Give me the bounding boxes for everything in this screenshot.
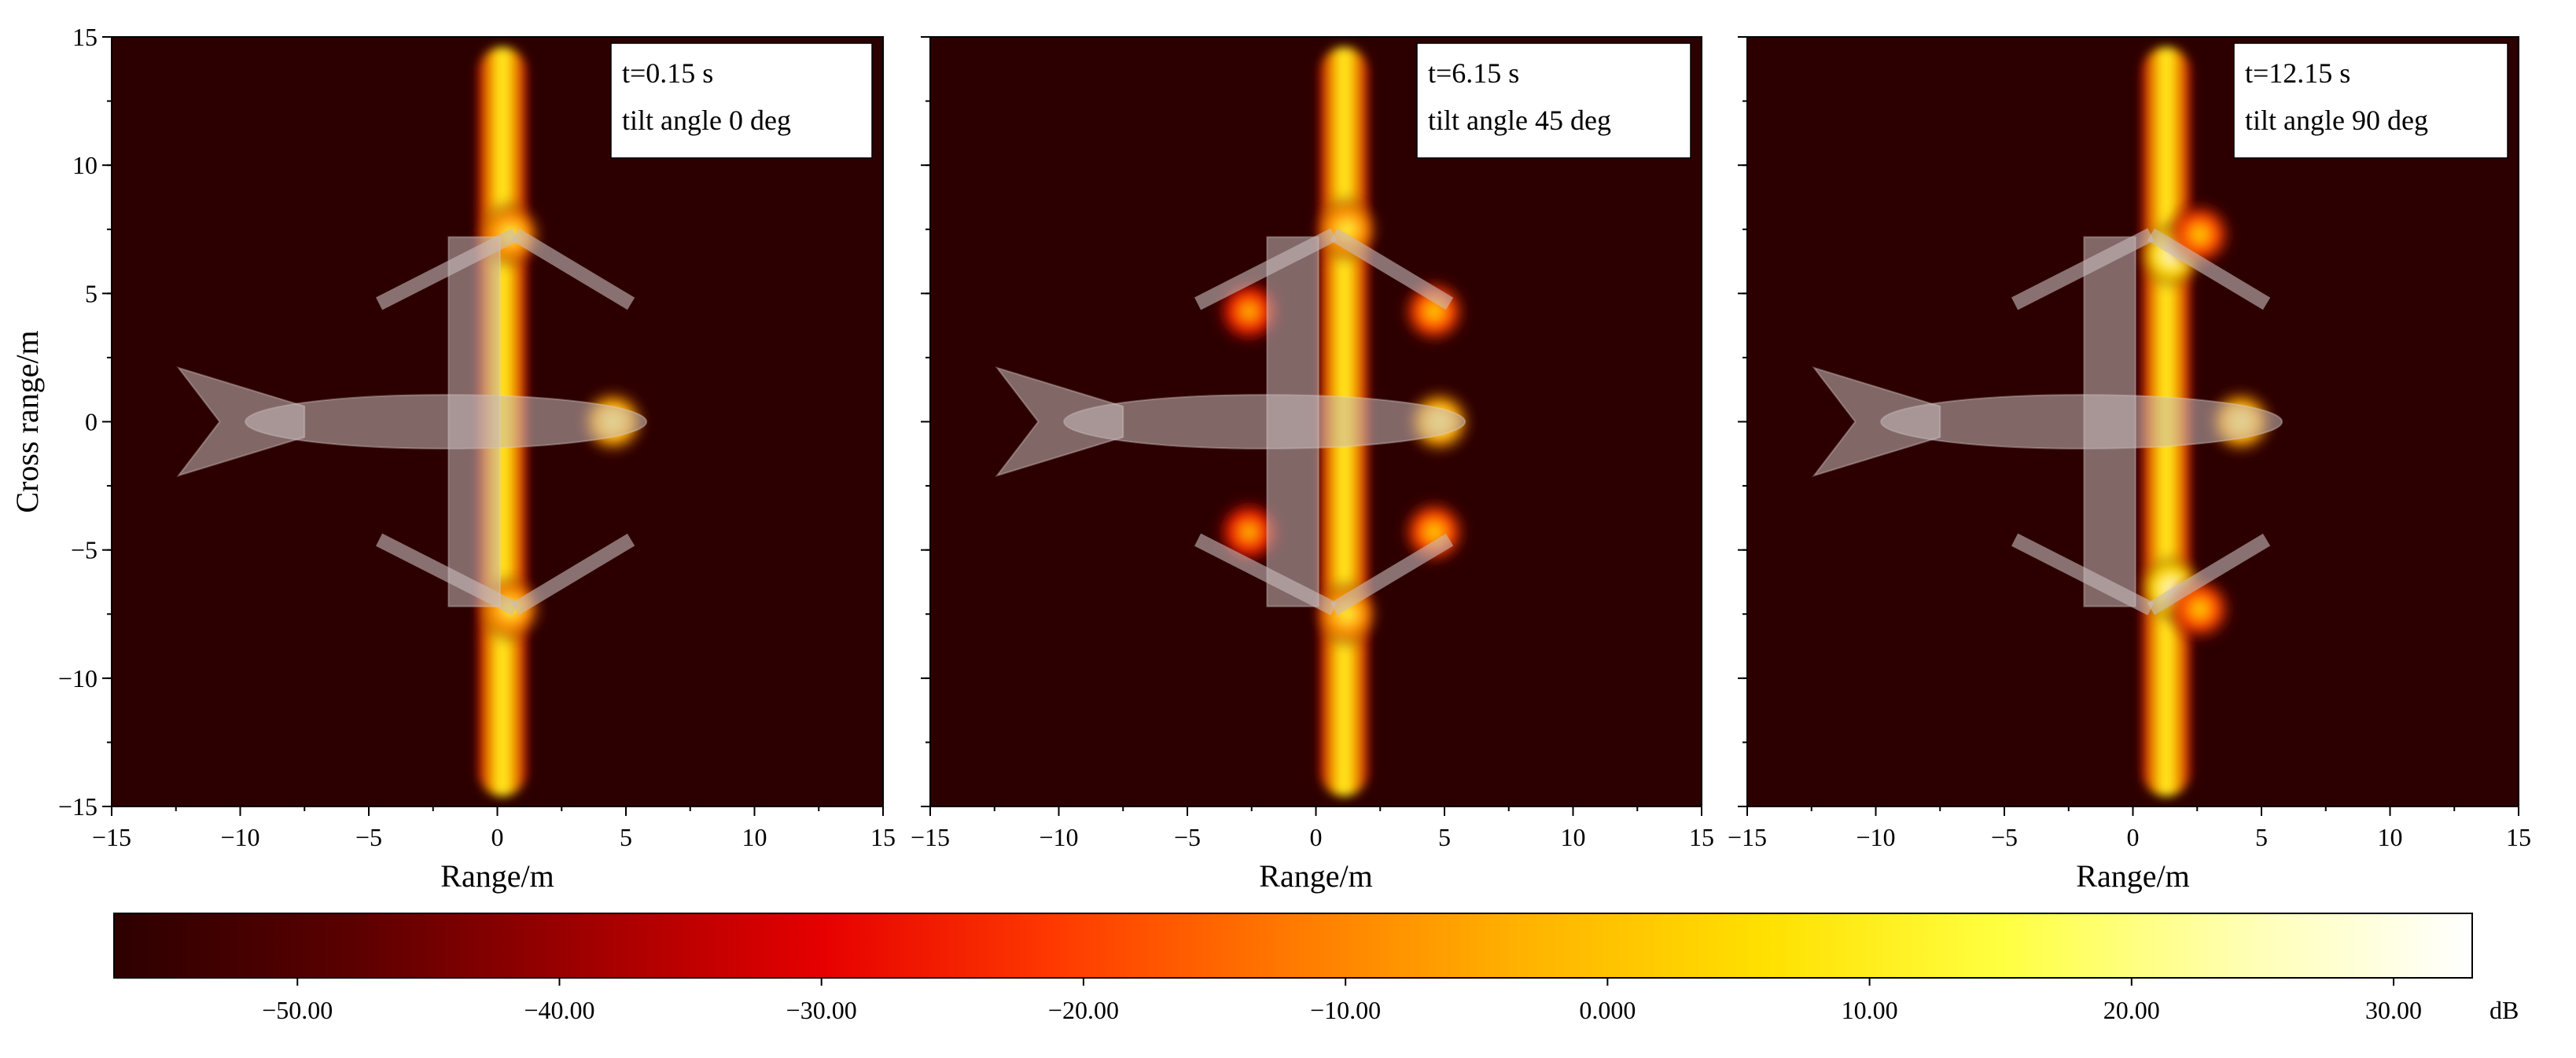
colorbar-gradient	[113, 913, 2473, 979]
colorbar-tick-label: 10.00	[1842, 996, 1898, 1024]
hotspot	[1398, 275, 1470, 347]
x-tick-label: −10	[220, 823, 259, 851]
x-axis-title: Range/m	[440, 858, 554, 894]
x-axis-title: Range/m	[1259, 858, 1372, 894]
annotation-box	[1416, 42, 1691, 159]
annotation-box	[610, 42, 873, 159]
fuselage	[1880, 394, 2283, 450]
annotation-line: tilt angle 90 deg	[2245, 105, 2428, 136]
nacelle-arm	[2147, 533, 2271, 615]
aircraft-silhouette	[1812, 228, 2283, 615]
heatmap-content	[995, 47, 1476, 796]
x-tick-label: 10	[1561, 823, 1586, 851]
panels: −15 −10 −5 0 5 10 15 −15 −10 −5 0 5 10 15 Range/m Cross…	[9, 23, 2531, 894]
tail	[176, 366, 306, 477]
fuselage	[245, 394, 648, 450]
x-tick-label: −10	[1856, 823, 1895, 851]
x-tick-label: −5	[1174, 823, 1201, 851]
axis-ticks: −15 −10 −5 0 5 10 15 −15 −10 −5 0 5 10 15	[58, 23, 896, 851]
panel-2: −15 −10 −5 0 5 10 15 Range/m t=6.15 s tilt angle …	[911, 36, 1714, 894]
colorbar-tick-label: 20.00	[2103, 996, 2160, 1024]
x-axis-title: Range/m	[2076, 858, 2189, 894]
nacelle-arm	[511, 533, 635, 615]
axis-ticks: −15 −10 −5 0 5 10 15	[911, 36, 1714, 851]
y-tick-label: −10	[58, 664, 98, 692]
y-tick-label: 5	[85, 279, 98, 307]
x-tick-label: 15	[1689, 823, 1714, 851]
panel-1: −15 −10 −5 0 5 10 15 −15 −10 −5 0 5 10 15 Range/m Cross…	[9, 23, 896, 894]
colorbar-tick-label: −40.00	[524, 996, 594, 1024]
x-tick-label: 5	[620, 823, 632, 851]
colorbar-tick-label: −10.00	[1310, 996, 1381, 1024]
y-tick-label: −5	[71, 536, 98, 564]
tail	[995, 366, 1124, 477]
colorbar-tick-label: −20.00	[1048, 996, 1119, 1024]
colorbar-tick-label: 30.00	[2365, 996, 2422, 1024]
nacelle-arm	[2147, 228, 2271, 310]
x-tick-label: −15	[911, 823, 950, 851]
y-tick-label: −15	[58, 792, 98, 821]
nacelle-arm	[376, 228, 519, 310]
x-tick-label: −5	[1991, 823, 2018, 851]
x-tick-label: −5	[355, 823, 382, 851]
nacelle-arm	[1330, 228, 1454, 310]
main-wing	[2083, 236, 2136, 608]
nacelle-arm	[2011, 533, 2155, 615]
x-tick-label: −10	[1039, 823, 1078, 851]
annotation-line: tilt angle 0 deg	[622, 105, 791, 136]
hotspot	[1398, 496, 1470, 568]
nacelle-arm	[511, 228, 635, 310]
x-tick-label: 0	[2127, 823, 2140, 851]
aircraft-silhouette	[176, 228, 648, 615]
x-tick-label: 5	[1438, 823, 1451, 851]
panel-3: −15 −10 −5 0 5 10 15 Range/m t=12.15 s tilt angle…	[1728, 36, 2531, 894]
annotation-line: t=6.15 s	[1428, 57, 1519, 89]
main-wing	[447, 236, 501, 608]
heatmap-content	[176, 47, 650, 796]
y-tick-label: 0	[85, 408, 98, 436]
colorbar-tick-label: 0.000	[1579, 996, 1636, 1024]
colorbar-tick-label: −50.00	[262, 996, 333, 1024]
annotation-line: tilt angle 45 deg	[1428, 105, 1611, 136]
x-tick-label: 15	[870, 823, 896, 851]
colorbar: −50.00 −40.00 −30.00 −20.00 −10.00 0.000 10.00…	[113, 913, 2519, 1024]
nacelle-arm	[2011, 228, 2155, 310]
nacelle-arm	[376, 533, 519, 615]
x-tick-label: 10	[2378, 823, 2403, 851]
x-tick-label: −15	[1728, 823, 1767, 851]
x-tick-label: 5	[2255, 823, 2268, 851]
nacelle-arm	[1194, 228, 1338, 310]
x-tick-label: 10	[742, 823, 767, 851]
y-axis-title: Cross range/m	[9, 330, 45, 512]
x-tick-label: 0	[491, 823, 504, 851]
x-tick-label: 15	[2506, 823, 2531, 851]
tail	[1812, 366, 1941, 477]
y-tick-label: 10	[72, 151, 98, 179]
aircraft-silhouette	[995, 228, 1466, 615]
y-tick-label: 15	[72, 23, 98, 51]
annotation-box	[2233, 42, 2508, 159]
x-tick-label: −15	[92, 823, 131, 851]
axis-ticks: −15 −10 −5 0 5 10 15	[1728, 36, 2531, 851]
annotation-line: t=0.15 s	[622, 57, 713, 89]
heatmap-content	[1812, 47, 2283, 796]
annotation-line: t=12.15 s	[2245, 57, 2350, 89]
fuselage	[1063, 394, 1466, 450]
nacelle-arm	[1330, 533, 1454, 615]
nacelle-arm	[1194, 533, 1338, 615]
colorbar-unit: dB	[2490, 996, 2519, 1024]
main-wing	[1266, 236, 1319, 608]
colorbar-tick-label: −30.00	[786, 996, 857, 1024]
x-tick-label: 0	[1310, 823, 1323, 851]
